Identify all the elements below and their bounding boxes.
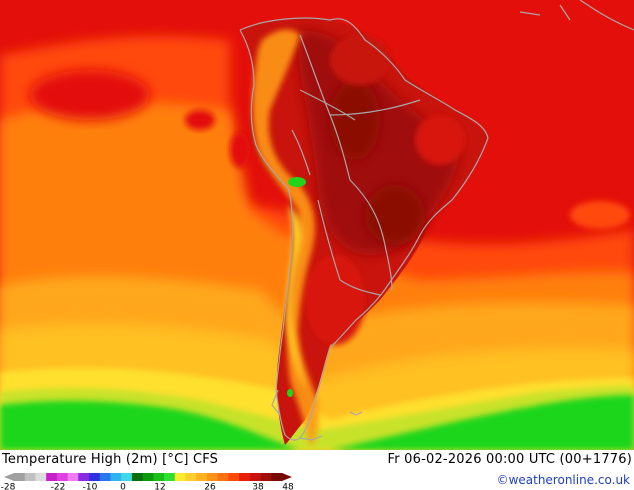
legend-swatch [196, 473, 208, 481]
atlantic-cool [570, 201, 630, 229]
border-1 [299, 34, 351, 181]
andes-strip [252, 29, 319, 448]
andes-yellow [286, 205, 306, 390]
coastline-main [239, 17, 489, 441]
legend-tick-label: -10 [83, 483, 98, 490]
legend-tick-label: 0 [120, 483, 126, 490]
temperature-map [0, 0, 634, 450]
legend-swatch [46, 473, 58, 481]
legend-swatch [131, 473, 144, 481]
green-spot [288, 177, 306, 187]
caribbean [519, 0, 634, 31]
legend-swatch [14, 473, 26, 481]
legend-swatch [153, 473, 165, 481]
pacific-warm-3 [230, 132, 250, 168]
argentina-red [305, 255, 365, 345]
legend-tick-label: 26 [204, 483, 216, 490]
legend-swatch [121, 473, 133, 481]
band-green [0, 400, 300, 450]
pacific-warm-1 [30, 70, 150, 120]
legend-swatch [271, 473, 283, 481]
border-7 [291, 129, 311, 176]
legend-arrow-right [282, 473, 292, 481]
legend-arrow-left [4, 473, 14, 481]
color-legend: -28 -22 -10 0 12 26 38 48 [1, 473, 294, 490]
border-5 [317, 199, 341, 281]
legend-swatch [206, 473, 219, 481]
legend-swatch [142, 473, 154, 481]
border-2 [349, 179, 393, 291]
legend-swatch [249, 473, 262, 481]
pacific-warm-2 [185, 110, 215, 130]
legend-swatch [24, 473, 36, 481]
legend-tick-label: -22 [51, 483, 66, 490]
legend-tick-label: 48 [282, 483, 294, 490]
band-green-east [330, 395, 634, 450]
legend-swatch [99, 473, 111, 481]
legend-swatch [217, 473, 229, 481]
legend-swatch [67, 473, 79, 481]
border-3 [329, 99, 421, 116]
northeast-red [415, 115, 465, 165]
legend-tick-label: 12 [154, 483, 165, 490]
legend-swatch [174, 473, 187, 481]
legend-swatch [35, 473, 47, 481]
legend-swatch [78, 473, 90, 481]
legend-swatch [228, 473, 240, 481]
legend-swatch [164, 473, 176, 481]
legend-swatch [89, 473, 101, 481]
legend-swatch [110, 473, 122, 481]
footer: Temperature High (2m) [°C] CFS Fr 06-02-… [0, 450, 634, 490]
brazil-deepest [365, 185, 425, 245]
legend-swatch [185, 473, 197, 481]
amazon-patch [330, 35, 390, 85]
legend-swatch [239, 473, 251, 481]
map-title: Temperature High (2m) [°C] CFS [2, 452, 219, 467]
legend-tick-label: -28 [1, 483, 16, 490]
border-4 [299, 89, 356, 121]
legend-tick-label: 38 [252, 483, 264, 490]
border-6 [339, 279, 381, 296]
legend-swatch [56, 473, 69, 481]
credit-link[interactable]: ©weatheronline.co.uk [496, 473, 630, 487]
coastlines [239, 0, 634, 441]
islands [271, 389, 363, 441]
valid-time: Fr 06-02-2026 00:00 UTC (00+1776) [387, 452, 632, 467]
legend-swatch [260, 473, 272, 481]
green-spot-small [287, 389, 293, 397]
